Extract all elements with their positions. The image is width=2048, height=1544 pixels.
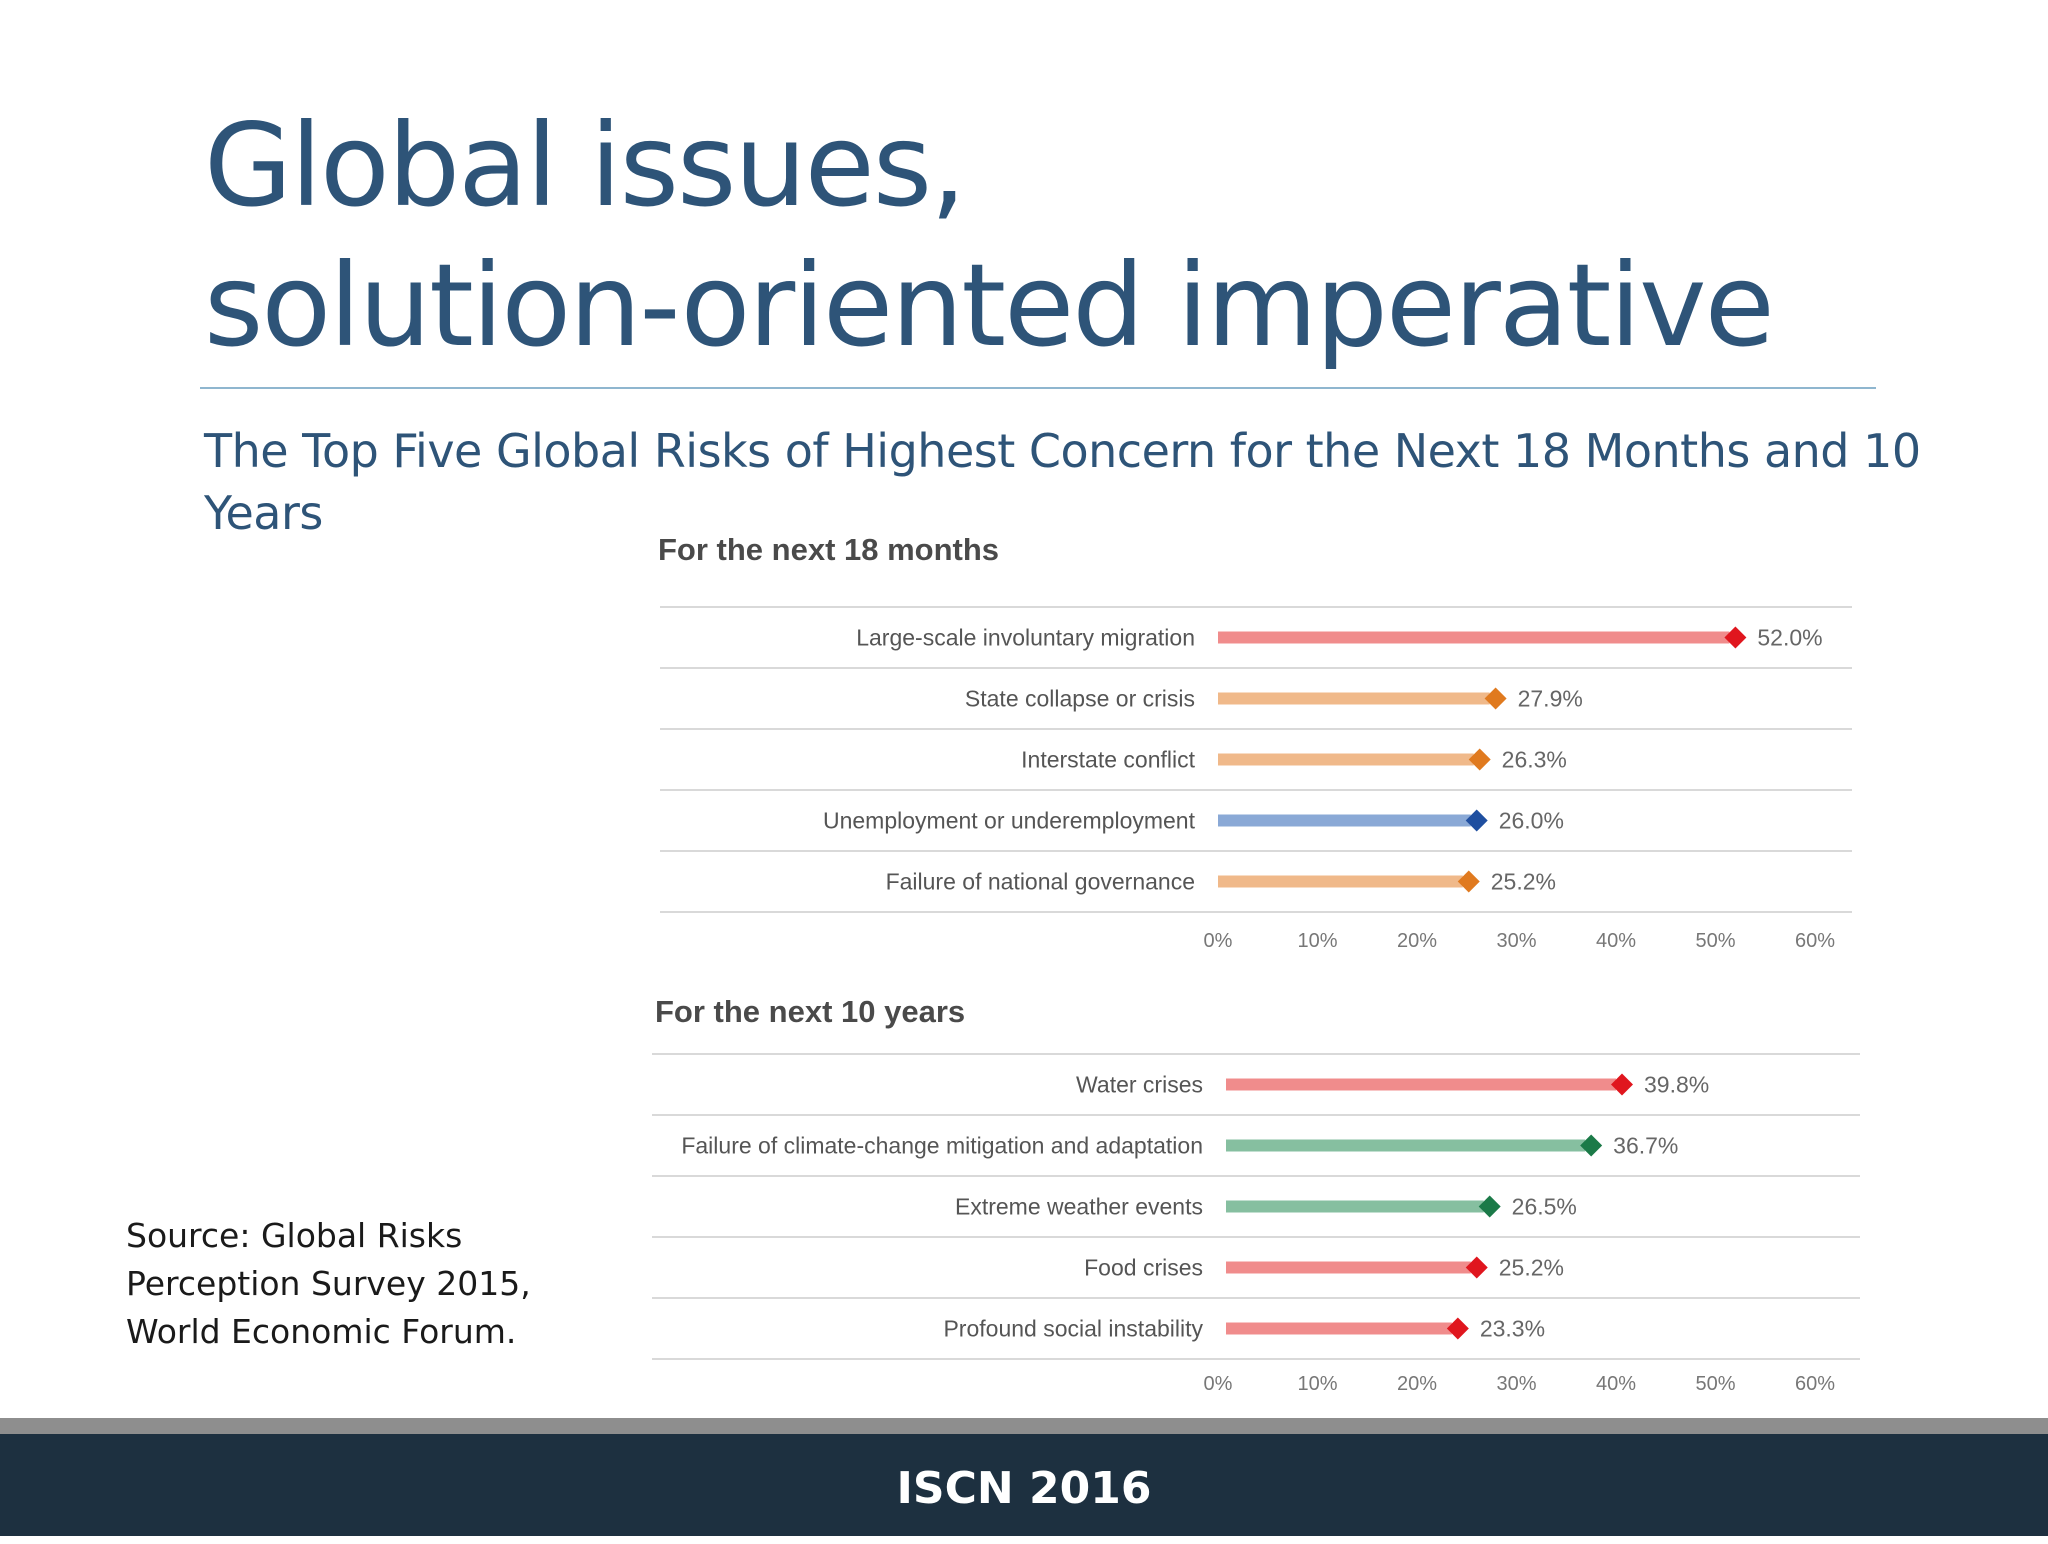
category-label: Extreme weather events: [955, 1194, 1203, 1220]
bar: [1218, 753, 1474, 766]
category-label: Failure of national governance: [886, 869, 1195, 895]
x-tick-label: 20%: [1397, 1373, 1437, 1395]
bar-marker: [1484, 687, 1507, 710]
x-tick-label: 20%: [1397, 930, 1437, 952]
footer-divider: [0, 1418, 2048, 1434]
value-label: 26.5%: [1512, 1194, 1577, 1220]
bar: [1226, 1261, 1471, 1274]
bar-marker: [1446, 1317, 1469, 1340]
x-tick-label: 40%: [1596, 1373, 1636, 1395]
bar: [1226, 1322, 1452, 1335]
chart-title: For the next 18 months: [658, 532, 999, 567]
bar-marker: [1468, 748, 1491, 771]
footer-label: ISCN 2016: [896, 1463, 1152, 1514]
x-tick-label: 60%: [1795, 1373, 1835, 1395]
value-label: 26.3%: [1502, 747, 1567, 773]
value-label: 27.9%: [1518, 686, 1583, 712]
source-note: Source: Global Risks Perception Survey 2…: [126, 1216, 531, 1351]
slide-subtitle: The Top Five Global Risks of Highest Con…: [204, 424, 1921, 540]
value-label: 52.0%: [1757, 625, 1822, 651]
x-tick-label: 60%: [1795, 930, 1835, 952]
x-tick-label: 0%: [1204, 1373, 1233, 1395]
footer-bar: [0, 1434, 2048, 1536]
bar: [1226, 1078, 1617, 1091]
category-label: Failure of climate-change mitigation and…: [681, 1133, 1203, 1159]
x-tick-label: 10%: [1297, 930, 1337, 952]
value-label: 26.0%: [1499, 808, 1564, 834]
title-divider: [200, 387, 1876, 389]
value-label: 25.2%: [1491, 869, 1556, 895]
bar-marker: [1465, 809, 1488, 832]
value-label: 39.8%: [1644, 1072, 1709, 1098]
x-tick-label: 50%: [1695, 1373, 1735, 1395]
chart-panel-2: For the next 10 years Water crises 39.8% Fa…: [652, 994, 1860, 1395]
value-label: 23.3%: [1480, 1316, 1545, 1342]
x-tick-label: 30%: [1496, 1373, 1536, 1395]
x-tick-label: 0%: [1204, 930, 1233, 952]
bar: [1218, 631, 1730, 644]
slide-title: Global issues, solution-oriented imperat…: [204, 96, 1904, 376]
value-label: 36.7%: [1613, 1133, 1678, 1159]
x-tick-label: 50%: [1695, 930, 1735, 952]
chart-title: For the next 10 years: [655, 994, 965, 1029]
category-label: Interstate conflict: [1021, 747, 1195, 773]
category-label: Water crises: [1076, 1072, 1203, 1098]
bar-marker: [1465, 1256, 1488, 1279]
slide-title-line2: solution-oriented imperative: [204, 239, 1775, 372]
bar-marker: [1724, 626, 1747, 649]
category-label: Food crises: [1084, 1255, 1203, 1281]
x-tick-label: 30%: [1496, 930, 1536, 952]
bar-marker: [1611, 1073, 1634, 1096]
category-label: State collapse or crisis: [965, 686, 1195, 712]
x-tick-label: 40%: [1596, 930, 1636, 952]
bar: [1218, 814, 1471, 827]
chart-panel-1: For the next 18 months Large-scale involu…: [658, 532, 1852, 952]
value-label: 25.2%: [1499, 1255, 1564, 1281]
bar: [1218, 692, 1490, 705]
bar-marker: [1457, 870, 1480, 893]
category-label: Unemployment or underemployment: [823, 808, 1196, 834]
x-tick-label: 10%: [1297, 1373, 1337, 1395]
slide-title-line1: Global issues,: [204, 99, 966, 232]
bar: [1226, 1200, 1484, 1213]
bar-marker: [1580, 1134, 1603, 1157]
category-label: Profound social instability: [943, 1316, 1203, 1342]
risk-charts: For the next 18 months Large-scale involu…: [652, 532, 1860, 1395]
bar-marker: [1478, 1195, 1501, 1218]
category-label: Large-scale involuntary migration: [856, 625, 1195, 651]
bar: [1218, 875, 1463, 888]
bar: [1226, 1139, 1586, 1152]
